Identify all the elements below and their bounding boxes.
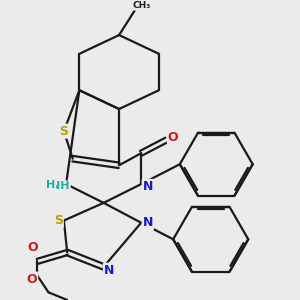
- Text: H: H: [46, 180, 55, 190]
- Text: N: N: [104, 264, 114, 277]
- Text: NH: NH: [51, 181, 70, 191]
- Text: S: S: [54, 214, 63, 227]
- Text: CH₃: CH₃: [132, 1, 150, 10]
- Text: N: N: [142, 180, 153, 193]
- Text: O: O: [27, 272, 37, 286]
- Text: S: S: [59, 124, 68, 138]
- Text: N: N: [142, 216, 153, 229]
- Text: O: O: [28, 241, 38, 254]
- Text: O: O: [168, 131, 178, 144]
